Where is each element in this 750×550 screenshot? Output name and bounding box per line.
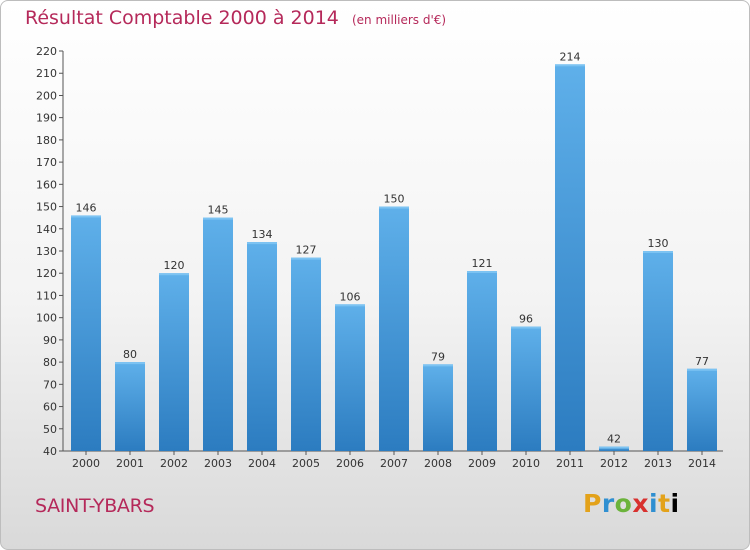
logo-letter: i <box>670 489 680 518</box>
x-tick-label: 2012 <box>600 457 628 470</box>
bar-2013[interactable] <box>643 251 673 451</box>
bar-value-label: 214 <box>560 50 581 63</box>
bar-value-label: 134 <box>252 228 273 241</box>
x-tick-label: 2002 <box>160 457 188 470</box>
bar-highlight <box>291 257 321 260</box>
bar-2001[interactable] <box>115 362 145 451</box>
bar-highlight <box>467 271 497 273</box>
bar-highlight <box>159 273 189 276</box>
bar-value-label: 96 <box>519 313 533 326</box>
y-tick-label: 120 <box>36 267 57 280</box>
bar-highlight <box>423 364 453 367</box>
bar-value-label: 77 <box>695 355 709 368</box>
y-tick-label: 80 <box>43 356 57 369</box>
bars <box>71 64 717 452</box>
bar-highlight <box>379 206 409 209</box>
bar-value-label: 146 <box>76 201 97 214</box>
bar-2010[interactable] <box>511 326 541 451</box>
y-tick-label: 90 <box>43 334 57 347</box>
bar-highlight <box>71 215 101 218</box>
y-tick-label: 170 <box>36 156 57 169</box>
y-tick-label: 60 <box>43 401 57 414</box>
y-tick-label: 180 <box>36 134 57 147</box>
y-tick-label: 150 <box>36 201 57 214</box>
bar-2002[interactable] <box>159 273 189 451</box>
logo-letter: i <box>649 489 659 518</box>
x-tick-label: 2001 <box>116 457 144 470</box>
bar-2011[interactable] <box>555 64 585 452</box>
x-tick-label: 2013 <box>644 457 672 470</box>
bar-2006[interactable] <box>335 304 365 451</box>
location-name: SAINT-YBARS <box>35 495 155 517</box>
chart-subtitle: (en milliers d'€) <box>351 13 447 27</box>
x-tick-label: 2008 <box>424 457 452 470</box>
bar-value-label: 127 <box>296 244 317 257</box>
bar-highlight <box>203 217 233 220</box>
bar-highlight <box>555 64 585 67</box>
y-tick-label: 190 <box>36 112 57 125</box>
bar-highlight <box>511 326 541 329</box>
x-tick-label: 2006 <box>336 457 364 470</box>
y-tick-label: 50 <box>43 423 57 436</box>
y-tick-label: 100 <box>36 312 57 325</box>
bar-highlight <box>599 446 629 449</box>
bar-value-label: 80 <box>123 348 137 361</box>
y-tick-label: 200 <box>36 89 57 102</box>
x-tick-label: 2009 <box>468 457 496 470</box>
bar-2000[interactable] <box>71 215 101 451</box>
chart-title: Résultat Comptable 2000 à 2014 <box>25 7 339 29</box>
bar-2012[interactable] <box>599 446 629 451</box>
x-tick-label: 2003 <box>204 457 232 470</box>
bar-value-label: 130 <box>648 237 669 250</box>
bar-highlight <box>247 242 277 245</box>
bar-value-label: 79 <box>431 350 445 363</box>
bar-value-label: 145 <box>208 204 229 217</box>
bar-2005[interactable] <box>291 257 321 451</box>
bar-2007[interactable] <box>379 206 409 451</box>
y-tick-label: 160 <box>36 178 57 191</box>
logo-letter: P <box>583 489 602 518</box>
proxiti-logo[interactable]: Proxiti <box>583 489 680 518</box>
bar-value-label: 42 <box>607 433 621 446</box>
logo-letter: o <box>614 489 633 518</box>
bar-highlight <box>115 362 145 365</box>
x-tick-label: 2011 <box>556 457 584 470</box>
y-tick-label: 70 <box>43 378 57 391</box>
bar-value-label: 150 <box>384 193 405 206</box>
bar-2004[interactable] <box>247 242 277 451</box>
bar-2009[interactable] <box>467 271 497 451</box>
x-tick-label: 2014 <box>688 457 716 470</box>
bar-value-label: 120 <box>164 259 185 272</box>
bar-value-label: 106 <box>340 290 361 303</box>
title-row: Résultat Comptable 2000 à 2014 (en milli… <box>25 7 446 29</box>
bar-2003[interactable] <box>203 217 233 451</box>
y-tick-label: 130 <box>36 245 57 258</box>
bar-2014[interactable] <box>687 368 717 451</box>
x-tick-label: 2007 <box>380 457 408 470</box>
y-tick-label: 110 <box>36 289 57 302</box>
bar-highlight <box>687 368 717 371</box>
logo-letter: x <box>632 489 649 518</box>
logo-letter: r <box>601 489 615 518</box>
y-tick-label: 40 <box>43 445 57 458</box>
x-tick-label: 2004 <box>248 457 276 470</box>
bar-highlight <box>335 304 365 307</box>
x-tick-label: 2005 <box>292 457 320 470</box>
logo-letter: t <box>658 489 671 518</box>
bar-2008[interactable] <box>423 364 453 451</box>
y-tick-label: 140 <box>36 223 57 236</box>
bar-highlight <box>643 251 673 253</box>
bar-value-label: 121 <box>472 257 493 270</box>
x-tick-label: 2010 <box>512 457 540 470</box>
labels: 146 2000 80 2001 120 2002 145 2003 134 2004 127 200… <box>72 50 716 470</box>
x-tick-label: 2000 <box>72 457 100 470</box>
y-tick-label: 220 <box>36 45 57 58</box>
y-tick-label: 210 <box>36 67 57 80</box>
